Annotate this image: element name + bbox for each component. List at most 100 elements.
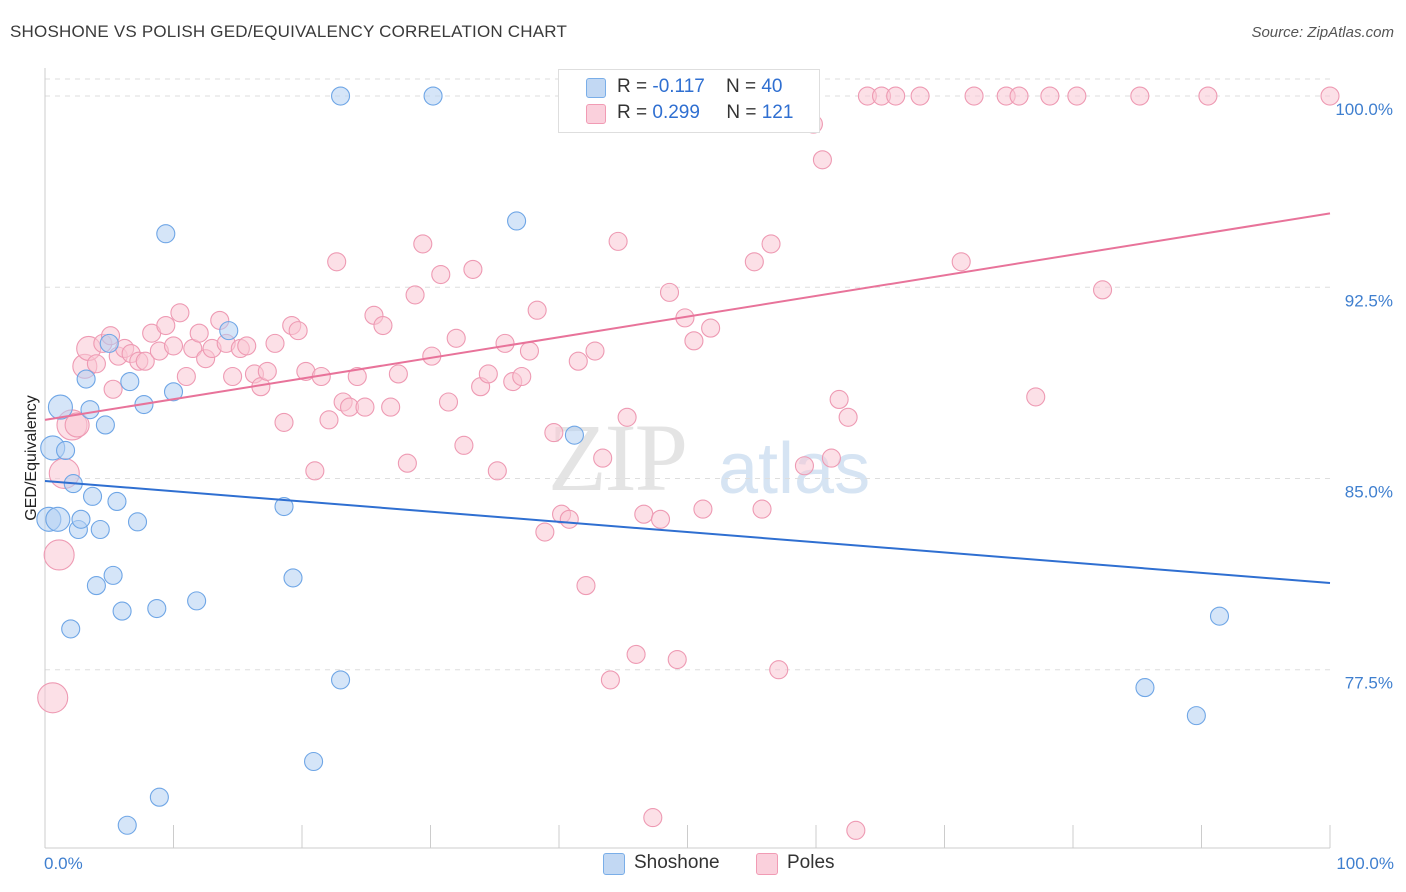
bottom-legend-label-poles: Poles — [787, 852, 835, 873]
poles-point — [170, 303, 190, 323]
poles-point — [593, 448, 613, 468]
legend-swatch-shoshone — [586, 78, 606, 98]
poles-point — [319, 410, 339, 430]
tick-labels: 77.5% 85.0% 92.5% 100.0% 0.0% 100.0% GED/Equiv… — [23, 100, 1394, 873]
shoshone-point — [80, 400, 100, 420]
watermark-atlas: atlas — [718, 429, 871, 509]
poles-point — [463, 259, 483, 279]
poles-point — [355, 397, 375, 417]
poles-point — [487, 461, 507, 481]
bottom-legend-label-shoshone: Shoshone — [634, 852, 720, 873]
poles-point — [617, 407, 637, 427]
legend-r-label: R = — [617, 102, 653, 123]
shoshone-trend-line — [44, 480, 1331, 585]
shoshone-point — [56, 440, 76, 461]
poles-point — [478, 364, 498, 384]
poles-point — [305, 461, 325, 481]
shoshone-point — [95, 415, 115, 435]
source-label: Source: ZipAtlas.com — [1251, 24, 1394, 41]
y-tick-label: 100.0% — [1335, 100, 1393, 119]
shoshone-point — [187, 591, 207, 611]
poles-point — [257, 361, 277, 381]
poles-point — [568, 351, 588, 371]
shoshone-point — [423, 86, 443, 106]
poles-point — [1320, 86, 1340, 106]
y-tick-label: 77.5% — [1345, 674, 1393, 693]
shoshone-point — [1209, 606, 1230, 626]
poles-point — [397, 453, 417, 473]
poles-point — [600, 670, 620, 690]
shoshone-point — [117, 815, 137, 835]
trend-lines — [44, 212, 1331, 585]
shoshone-point — [564, 425, 584, 445]
legend-r-value-poles: 0.299 — [652, 102, 700, 123]
shoshone-point — [107, 491, 127, 511]
x-tick-label-start: 0.0% — [44, 854, 83, 873]
shoshone-point — [120, 372, 140, 392]
poles-point — [265, 333, 285, 353]
legend-n-value-shoshone: 40 — [761, 76, 783, 97]
poles-point — [769, 660, 789, 680]
correlation-legend: R = -0.117 N = 40 R = 0.299 N = 121 — [558, 69, 820, 133]
shoshone-point — [1186, 706, 1206, 726]
shoshone-point — [163, 382, 184, 402]
poles-point — [413, 234, 433, 254]
poles-point — [163, 336, 184, 356]
poles-point — [1026, 387, 1046, 407]
poles-point — [274, 412, 294, 432]
poles-point — [64, 412, 90, 438]
legend-n-value-poles: 121 — [761, 102, 794, 123]
poles-point — [1067, 86, 1087, 106]
poles-point — [535, 522, 555, 542]
poles-point — [752, 499, 772, 519]
shoshone-point — [330, 86, 351, 106]
data-points — [36, 86, 1340, 840]
shoshone-point — [99, 333, 119, 353]
poles-point — [86, 354, 106, 374]
y-tick-label: 85.0% — [1345, 482, 1393, 501]
poles-point — [544, 423, 564, 443]
poles-point — [821, 448, 841, 468]
shoshone-point — [61, 619, 81, 639]
poles-point — [829, 389, 849, 410]
shoshone-point — [112, 601, 132, 621]
shoshone-point — [304, 751, 324, 772]
poles-point — [43, 539, 75, 571]
poles-point — [626, 644, 646, 664]
shoshone-point — [82, 486, 103, 506]
poles-point — [650, 509, 671, 529]
shoshone-point — [147, 598, 167, 619]
poles-point — [438, 392, 459, 412]
shoshone-point — [219, 321, 239, 341]
poles-point — [659, 282, 680, 302]
legend-swatch-poles — [586, 104, 606, 124]
poles-point — [1009, 86, 1029, 106]
poles-point — [667, 649, 687, 670]
poles-point — [951, 252, 971, 272]
poles-point — [512, 366, 532, 387]
poles-point — [103, 379, 123, 399]
shoshone-point — [90, 519, 110, 540]
poles-point — [608, 231, 628, 251]
poles-point — [701, 318, 721, 338]
poles-point — [519, 341, 539, 361]
shoshone-point — [149, 787, 169, 807]
poles-point — [964, 86, 984, 106]
poles-point — [347, 366, 367, 387]
poles-point — [327, 252, 347, 272]
bottom-legend-swatch-poles — [756, 853, 778, 875]
poles-point — [886, 86, 906, 106]
poles-point — [135, 351, 155, 371]
poles-point — [684, 331, 704, 351]
poles-trend-line — [44, 212, 1331, 421]
shoshone-point — [71, 509, 91, 529]
poles-point — [1093, 280, 1113, 300]
shoshone-point — [47, 394, 73, 420]
poles-point — [37, 682, 69, 714]
x-tick-label-end: 100.0% — [1336, 854, 1394, 873]
shoshone-point — [45, 506, 71, 532]
watermark-zip: ZIP — [548, 404, 688, 511]
poles-point — [1040, 86, 1060, 106]
poles-point — [176, 366, 196, 387]
